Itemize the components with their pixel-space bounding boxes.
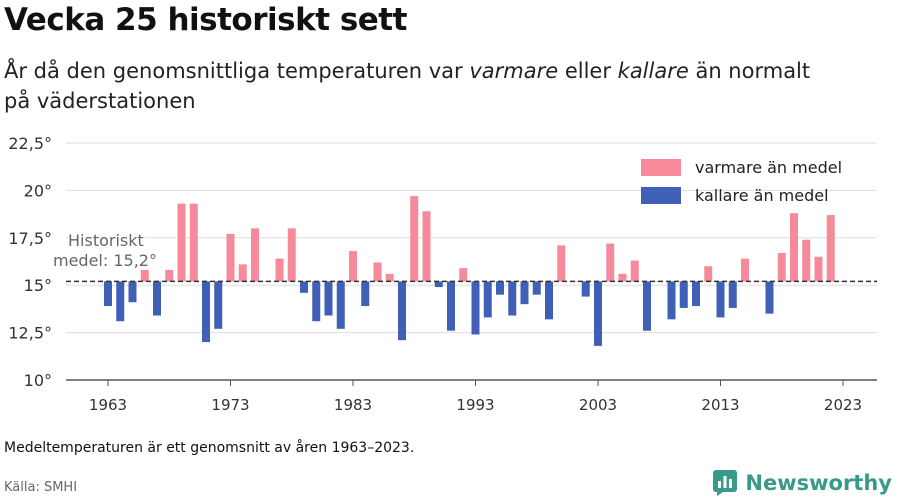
bar-2003 (594, 281, 602, 346)
bar-2004 (606, 243, 615, 282)
bar-1968 (165, 270, 174, 282)
chart-subtitle: År då den genomsnittliga temperaturen va… (4, 56, 864, 116)
subtitle-cold-word: kallare (617, 59, 689, 83)
footnote: Medeltemperaturen är ett genomsnitt av å… (4, 440, 415, 456)
bar-1991 (447, 281, 455, 331)
x-tick-label: 2023 (824, 396, 862, 414)
subtitle-warm-word: varmare (469, 59, 559, 83)
x-tick-label: 1993 (456, 396, 494, 414)
bar-1995 (496, 281, 504, 295)
bar-2000 (557, 245, 566, 282)
y-tick-label: 15° (24, 276, 52, 295)
bar-1997 (520, 281, 529, 305)
x-tick-label: 1963 (89, 396, 127, 414)
y-tick-label: 10° (24, 371, 52, 390)
subtitle-text-2: eller (558, 59, 618, 83)
bar-1965 (128, 281, 137, 303)
bar-1979 (300, 281, 308, 293)
bar-1972 (214, 281, 223, 329)
bar-chart: 10° 12,5° 15° 17,5° 20° 22,5° 1963 1973 1983 1993… (8, 134, 877, 414)
bar-1980 (312, 281, 321, 322)
bar-2020 (802, 239, 811, 282)
bar-1964 (116, 281, 125, 322)
bar-1998 (532, 281, 541, 295)
bar-chart-logo-icon (713, 470, 738, 496)
bar-1983 (349, 251, 357, 282)
bar-2007 (643, 281, 651, 331)
bar-1974 (238, 264, 247, 282)
bar-1969 (177, 203, 186, 282)
bar-2011 (692, 281, 700, 307)
x-tick-label: 2013 (701, 396, 739, 414)
bar-1990 (434, 281, 443, 288)
bar-2018 (777, 252, 786, 282)
bar-1975 (251, 228, 259, 282)
baseline-label-line2: medel: 15,2° (53, 251, 157, 270)
bar-2012 (704, 266, 713, 282)
bar-1973 (226, 234, 235, 282)
legend-swatch-1 (641, 187, 681, 204)
x-tick-label: 1973 (211, 396, 249, 414)
bar-1981 (324, 281, 333, 316)
bar-1978 (287, 228, 296, 282)
bar-1988 (410, 196, 419, 282)
x-tick-label: 2003 (579, 396, 617, 414)
brand-name: Newsworthy (745, 471, 892, 495)
bar-2021 (814, 256, 823, 282)
bar-2013 (716, 281, 725, 318)
bar-1987 (398, 281, 406, 341)
bar-1967 (153, 281, 161, 316)
bar-1966 (140, 270, 149, 282)
bar-1963 (104, 281, 112, 307)
bar-2009 (667, 281, 676, 320)
bar-1984 (361, 281, 370, 307)
y-tick-label: 12,5° (8, 324, 52, 343)
legend-label-1: kallare än medel (695, 186, 829, 205)
subtitle-text-4: på väderstationen (4, 89, 196, 113)
y-tick-label: 22,5° (8, 134, 52, 153)
bar-1994 (483, 281, 492, 318)
bar-2010 (679, 281, 688, 308)
y-tick-label: 20° (24, 181, 52, 200)
bar-2014 (728, 281, 737, 308)
bar-2017 (765, 281, 774, 314)
bar-1971 (202, 281, 210, 343)
bar-1996 (508, 281, 517, 316)
bar-1970 (189, 203, 198, 282)
baseline-label-line1: Historiskt (68, 231, 144, 250)
bar-1982 (336, 281, 345, 329)
subtitle-text-1: År då den genomsnittliga temperaturen va… (4, 59, 470, 83)
y-tick-label: 17,5° (8, 229, 52, 248)
x-tick-label: 1983 (334, 396, 372, 414)
bar-2019 (790, 213, 798, 282)
bar-1986 (385, 273, 394, 282)
bar-2006 (630, 260, 639, 282)
chart-title: Vecka 25 historiskt sett (4, 2, 407, 38)
legend-swatch-0 (641, 159, 681, 176)
brand-logo: Newsworthy (713, 470, 892, 496)
bar-1999 (545, 281, 553, 320)
bar-2015 (741, 258, 749, 282)
bar-2002 (581, 281, 590, 297)
bar-2005 (618, 273, 627, 282)
source-label: Källa: SMHI (4, 480, 78, 495)
bar-1993 (471, 281, 480, 335)
legend-label-0: varmare än medel (695, 158, 842, 177)
bar-1985 (373, 262, 382, 282)
subtitle-text-3: än normalt (688, 59, 811, 83)
bar-1977 (275, 258, 284, 282)
bar-1992 (459, 268, 468, 282)
bar-2022 (826, 215, 835, 282)
bar-1989 (422, 211, 431, 282)
